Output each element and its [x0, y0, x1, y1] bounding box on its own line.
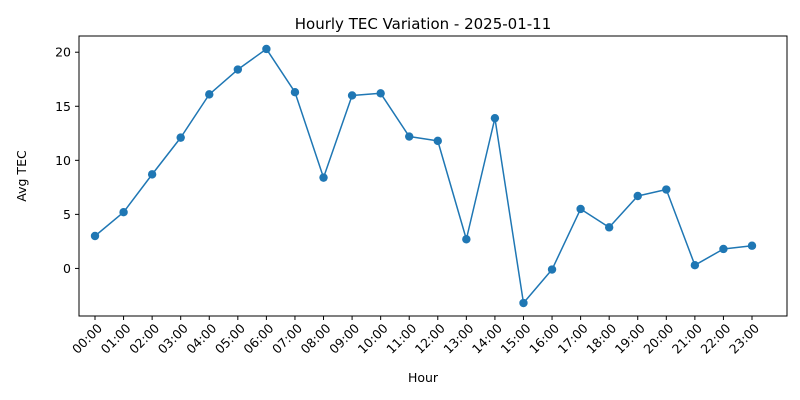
- y-tick-label: 20: [55, 45, 71, 60]
- x-tick-label: 09:00: [326, 320, 362, 356]
- x-tick-label: 20:00: [640, 320, 676, 356]
- x-tick-label: 11:00: [383, 320, 419, 356]
- data-point: [747, 241, 757, 250]
- data-point: [233, 65, 243, 74]
- data-point: [604, 223, 614, 232]
- series-layer: [90, 44, 757, 308]
- x-tick-label: 21:00: [669, 320, 705, 356]
- data-point: [690, 260, 700, 270]
- y-tick-label: 0: [63, 261, 71, 276]
- x-tick-label: 12:00: [412, 320, 448, 356]
- data-point: [633, 191, 642, 201]
- data-point: [433, 136, 442, 146]
- data-point: [490, 113, 500, 123]
- y-axis: 0 5 10 15 20: [55, 45, 79, 276]
- data-point: [119, 208, 128, 217]
- x-tick-label: 05:00: [212, 320, 248, 356]
- data-point: [405, 132, 414, 141]
- y-axis-label: Avg TEC: [14, 150, 29, 202]
- x-tick-label: 22:00: [697, 320, 733, 356]
- x-tick-label: 03:00: [155, 320, 191, 356]
- data-point: [147, 170, 157, 179]
- data-point: [319, 173, 328, 182]
- data-point: [376, 89, 385, 98]
- x-axis: 00:0001:0002:0003:0004:0005:0006:0007:00…: [69, 316, 762, 357]
- x-tick-label: 08:00: [298, 320, 334, 356]
- data-point: [576, 204, 585, 214]
- data-point: [205, 90, 214, 99]
- data-point: [662, 185, 671, 194]
- x-tick-label: 01:00: [98, 320, 134, 356]
- x-tick-label: 07:00: [269, 320, 305, 356]
- x-tick-label: 10:00: [355, 320, 391, 356]
- data-point: [290, 88, 300, 97]
- data-point: [262, 44, 271, 54]
- x-tick-label: 18:00: [583, 320, 619, 356]
- x-tick-label: 15:00: [498, 320, 534, 356]
- x-tick-label: 23:00: [726, 320, 762, 356]
- chart-title: Hourly TEC Variation - 2025-01-11: [295, 15, 552, 33]
- x-tick-label: 04:00: [183, 320, 219, 356]
- data-point: [90, 231, 100, 241]
- y-tick-label: 15: [55, 99, 71, 114]
- data-point: [547, 265, 557, 274]
- data-point: [462, 235, 471, 244]
- x-tick-label: 19:00: [612, 320, 648, 356]
- x-tick-label: 14:00: [469, 320, 505, 356]
- x-tick-label: 02:00: [126, 320, 162, 356]
- x-tick-label: 17:00: [555, 320, 591, 356]
- data-point: [176, 133, 185, 142]
- y-tick-label: 10: [55, 153, 71, 168]
- x-tick-label: 00:00: [69, 320, 105, 356]
- x-tick-label: 13:00: [440, 320, 476, 356]
- x-tick-label: 16:00: [526, 320, 562, 356]
- data-point: [519, 298, 528, 308]
- data-point: [347, 91, 357, 100]
- y-tick-label: 5: [63, 207, 71, 222]
- data-point: [719, 244, 728, 254]
- plot-area: [78, 35, 788, 317]
- series-line: [94, 48, 753, 304]
- x-axis-label: Hour: [408, 370, 439, 385]
- x-tick-label: 06:00: [240, 320, 276, 356]
